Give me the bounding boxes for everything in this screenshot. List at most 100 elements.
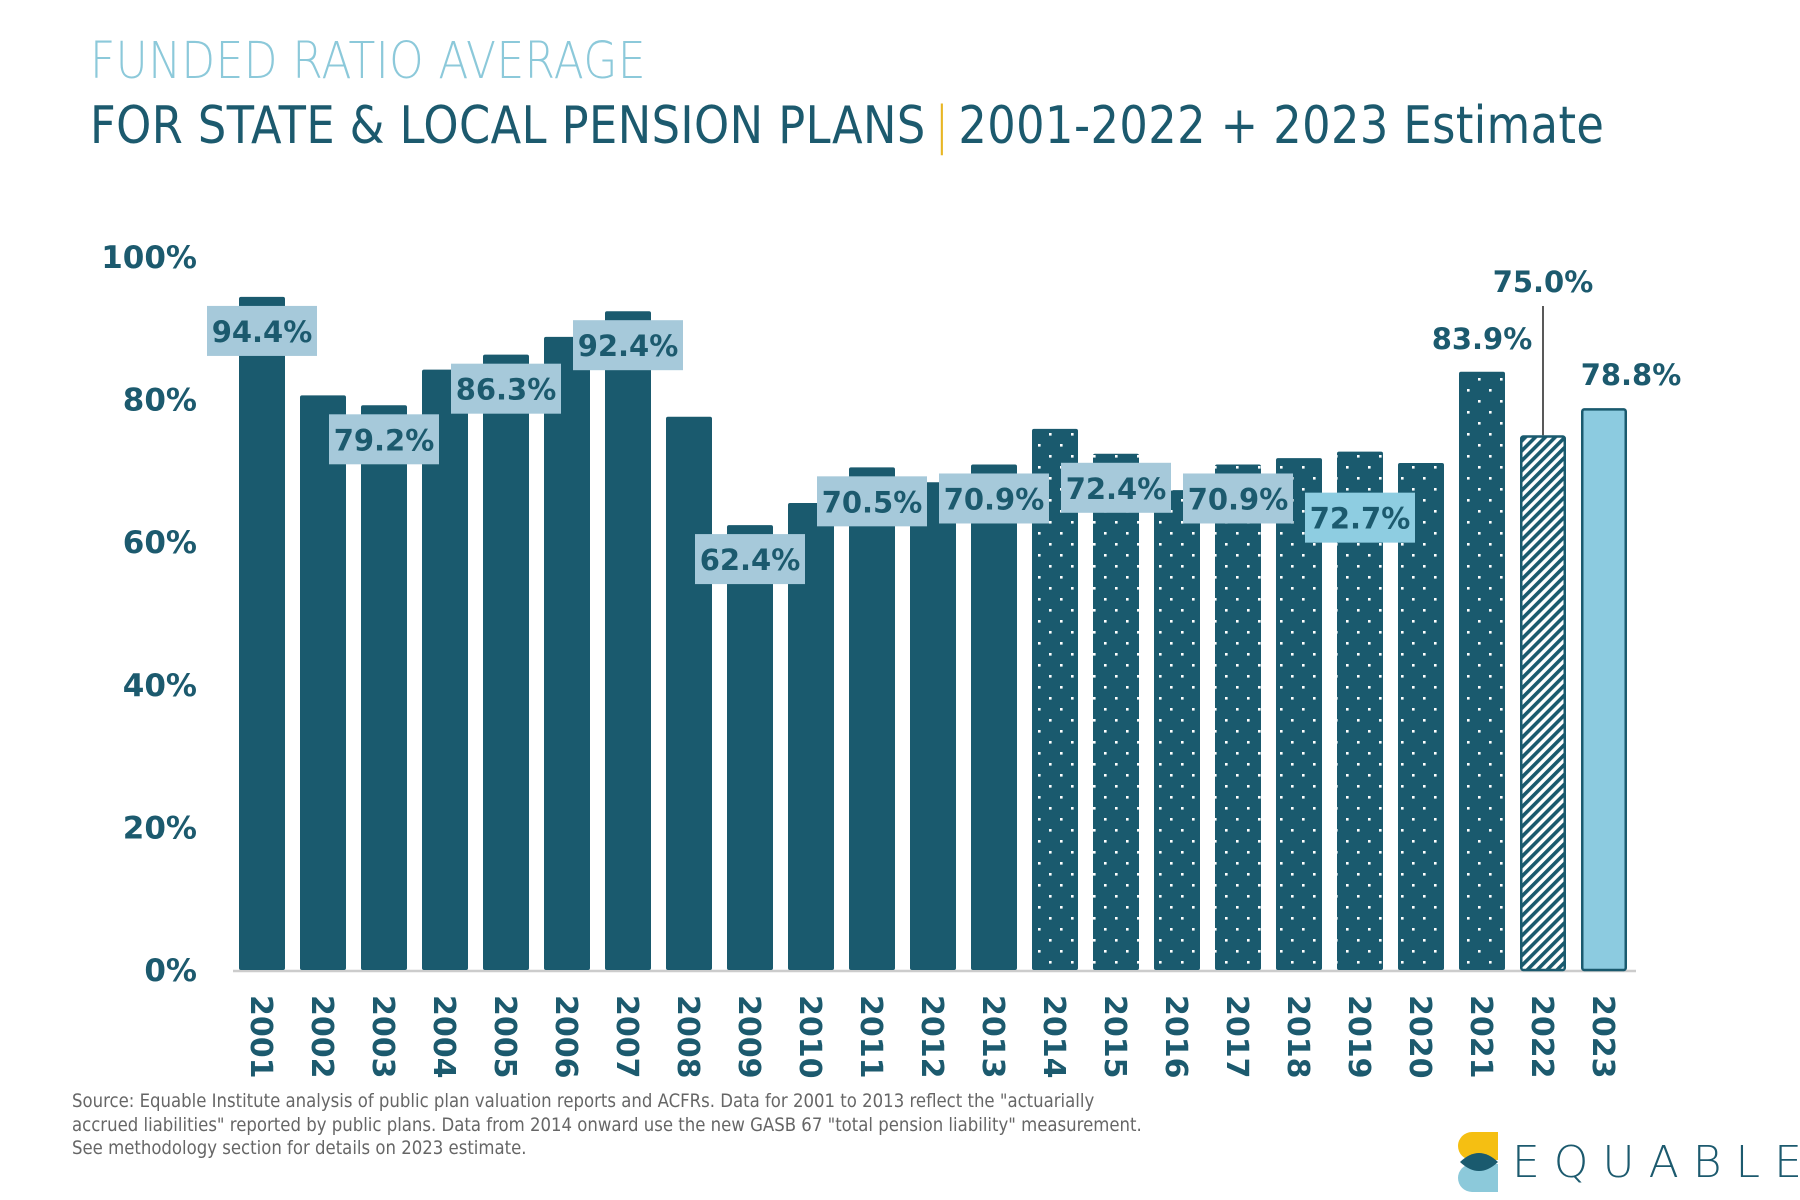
bar-2023 (1581, 408, 1627, 972)
bar-2019 (1337, 451, 1383, 970)
data-label-text: 83.9% (1432, 322, 1533, 356)
bars (239, 296, 1627, 972)
x-tick-label: 2016 (1158, 995, 1193, 1079)
equable-logo-text: EQUABLE (1512, 1136, 1800, 1188)
data-label-box (939, 473, 1049, 524)
data-label-box (573, 320, 683, 371)
x-tick-label: 2015 (1097, 995, 1132, 1079)
x-tick-label: 2009 (731, 995, 766, 1079)
data-label-box (817, 476, 927, 527)
bar-2014 (1032, 428, 1078, 970)
x-tick-label: 2005 (487, 995, 522, 1079)
bar-2015 (1093, 453, 1139, 971)
x-tick-label: 2018 (1280, 995, 1315, 1079)
x-tick-label: 2020 (1402, 995, 1437, 1079)
bar-2004 (422, 369, 468, 970)
data-label-2003: 79.2% (329, 414, 439, 465)
bar-2003 (361, 405, 407, 971)
data-label-2019: 72.7% (1305, 492, 1415, 543)
data-label-2017: 70.9% (1183, 473, 1293, 524)
bar-2017 (1215, 464, 1261, 970)
data-label-2009: 62.4% (695, 534, 805, 585)
equable-logo: EQUABLE (1458, 1130, 1800, 1194)
data-label-text: 92.4% (578, 329, 679, 363)
x-tick-label: 2017 (1219, 995, 1254, 1079)
title-separator: | (934, 96, 950, 156)
data-label-box (451, 363, 561, 414)
bar-2009 (727, 525, 773, 970)
data-label-box (1061, 462, 1171, 513)
source-line: Source: Equable Institute analysis of pu… (72, 1090, 1095, 1112)
source-line: See methodology section for details on 2… (72, 1137, 527, 1159)
data-label-2022: 75.0% (1493, 265, 1594, 436)
data-label-box (695, 534, 805, 585)
y-axis: 0% 20% 40% 60% 80% 100% (101, 240, 197, 989)
data-label-text: 72.4% (1066, 472, 1167, 506)
bar-2016 (1154, 490, 1200, 970)
data-label-text: 78.8% (1581, 358, 1682, 392)
y-tick-label: 20% (123, 810, 197, 846)
bar-2011 (849, 467, 895, 970)
data-label-text: 79.2% (334, 423, 435, 457)
data-label-2023: 78.8% (1581, 358, 1682, 392)
y-tick-label: 60% (123, 525, 197, 561)
x-tick-label: 2014 (1036, 995, 1071, 1079)
data-label-2007: 92.4% (573, 320, 683, 371)
bar-2021 (1459, 371, 1505, 971)
data-label-text: 86.3% (456, 373, 557, 407)
y-tick-label: 80% (123, 383, 197, 419)
x-tick-label: 2011 (853, 995, 888, 1079)
data-label-box (329, 414, 439, 465)
data-label-2001: 94.4% (207, 305, 317, 356)
bar-2013 (971, 464, 1017, 970)
y-tick-label: 40% (123, 668, 197, 704)
bar-2022 (1520, 435, 1566, 972)
data-label-text: 75.0% (1493, 265, 1594, 299)
data-label-text: 70.5% (822, 485, 923, 519)
bar-2008 (666, 416, 712, 970)
x-tick-label: 2023 (1585, 995, 1620, 1079)
x-tick-label: 2001 (243, 995, 278, 1079)
data-label-2013: 70.9% (939, 473, 1049, 524)
data-label-text: 70.9% (944, 482, 1045, 516)
data-label-text: 62.4% (700, 543, 801, 577)
x-tick-label: 2003 (365, 995, 400, 1079)
source-line: accrued liabilities" reported by public … (72, 1113, 1142, 1136)
x-axis-ticks: 2001 2002 2003 2004 2005 2006 2007 2008 2009 2010… (243, 995, 1620, 1079)
data-label-text: 94.4% (212, 315, 313, 349)
x-tick-label: 2002 (304, 995, 339, 1079)
x-tick-label: 2022 (1524, 995, 1559, 1079)
x-tick-label: 2007 (609, 995, 644, 1079)
data-label-text: 72.7% (1310, 502, 1411, 536)
x-tick-label: 2021 (1463, 995, 1498, 1079)
data-label-box (1305, 492, 1415, 543)
x-tick-label: 2012 (914, 995, 949, 1079)
x-tick-label: 2019 (1341, 995, 1376, 1079)
x-tick-label: 2006 (548, 995, 583, 1079)
chart-title: FOR STATE & LOCAL PENSION PLANS | 2001-202… (90, 96, 1604, 156)
bar-2005 (483, 354, 529, 970)
x-tick-label: 2008 (670, 995, 705, 1079)
data-label-2005: 86.3% (451, 363, 561, 414)
x-tick-label: 2004 (426, 995, 461, 1079)
bar-2002 (300, 395, 346, 970)
data-label-box (1183, 473, 1293, 524)
y-tick-label: 100% (101, 240, 197, 276)
data-label-box (207, 305, 317, 356)
bar-2018 (1276, 458, 1322, 970)
data-label-text: 70.9% (1188, 482, 1289, 516)
bar-2010 (788, 502, 834, 970)
bar-2006 (544, 336, 590, 971)
chart-title-main: FOR STATE & LOCAL PENSION PLANS (90, 96, 926, 156)
bar-2020 (1398, 463, 1444, 970)
chart-title-range: 2001-2022 + 2023 Estimate (958, 96, 1605, 156)
data-label-2015: 72.4% (1061, 462, 1171, 513)
x-tick-label: 2013 (975, 995, 1010, 1079)
chart-supertitle: FUNDED RATIO AVERAGE (90, 32, 646, 91)
source-note: Source: Equable Institute analysis of pu… (72, 1090, 1142, 1161)
bar-2007 (605, 311, 651, 970)
data-label-2021: 83.9% (1432, 322, 1533, 356)
equable-logo-icon (1458, 1132, 1498, 1192)
data-labels: 94.4% 79.2% 86.3% 92.4% 62.4% 70.5% 70.9% 72.4%… (207, 265, 1682, 585)
